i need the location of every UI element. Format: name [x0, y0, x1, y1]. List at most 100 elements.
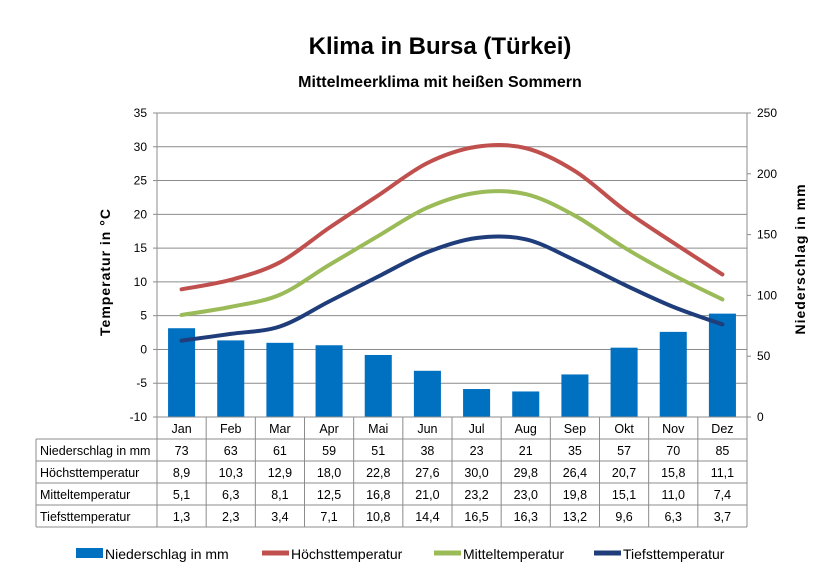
left-tick-label: 15 — [134, 241, 148, 255]
table-cell: 57 — [617, 444, 631, 458]
table-cell: 22,8 — [366, 466, 390, 480]
table-cell: 21,0 — [415, 488, 439, 502]
precipitation-bar — [266, 342, 294, 417]
precipitation-bar — [364, 354, 392, 417]
left-tick-label: -5 — [136, 376, 147, 390]
line-mitteltemperatur — [179, 189, 725, 317]
right-tick-label: 0 — [757, 410, 764, 424]
table-month-apr: Apr — [319, 422, 338, 436]
data-table: Jan Feb Mar Apr Mai Jun Jul Aug Sep Okt Nov Dez Nied… — [35, 416, 748, 528]
table-cell: 23 — [470, 444, 484, 458]
table-row-label: Tiefsttemperatur — [40, 510, 131, 524]
left-tick-label: 0 — [140, 342, 147, 356]
precipitation-bar — [413, 370, 441, 417]
precipitation-bar — [463, 389, 491, 417]
table-month-aug: Aug — [515, 422, 537, 436]
table-month-sep: Sep — [564, 422, 586, 436]
table-month-mai: Mai — [368, 422, 388, 436]
table-cell: 1,3 — [173, 510, 190, 524]
table-cell: 19,8 — [563, 488, 587, 502]
precipitation-bar — [610, 347, 638, 417]
table-cell: 35 — [568, 444, 582, 458]
left-axis-label: Temperatur in °C — [97, 208, 113, 336]
table-cell: 61 — [273, 444, 287, 458]
table-row-label: Niederschlag in mm — [40, 444, 150, 458]
table-cell: 7,1 — [320, 510, 337, 524]
table-row-label: Mitteltemperatur — [40, 488, 130, 502]
precipitation-bar — [708, 313, 736, 417]
chart-title: Klima in Bursa (Türkei) — [309, 33, 572, 60]
table-cell: 18,0 — [317, 466, 341, 480]
table-cell: 26,4 — [563, 466, 587, 480]
precipitation-bar — [659, 331, 687, 417]
table-month-okt: Okt — [614, 422, 634, 436]
table-cell: 10,8 — [366, 510, 390, 524]
table-cell: 11,0 — [662, 488, 685, 502]
table-cell: 63 — [224, 444, 238, 458]
precipitation-bar — [512, 391, 540, 417]
legend-label: Mitteltemperatur — [463, 546, 564, 562]
table-month-dez: Dez — [711, 422, 733, 436]
table-cell: 12,9 — [268, 466, 292, 480]
table-cell: 23,0 — [514, 488, 538, 502]
right-tick-label: 100 — [757, 288, 777, 302]
right-tick-label: 50 — [757, 349, 771, 363]
line-höchsttemperatur — [179, 143, 725, 292]
axes: -10 -5 0 5 10 15 20 25 30 35 0 50 100 150 200 250 — [130, 106, 778, 424]
table-cell: 8,9 — [173, 466, 190, 480]
table-cell: 73 — [175, 444, 189, 458]
table-cell: 3,7 — [714, 510, 731, 524]
table-cell: 10,3 — [219, 466, 243, 480]
table-cell: 9,6 — [615, 510, 632, 524]
table-cell: 21 — [519, 444, 533, 458]
table-cell: 85 — [715, 444, 729, 458]
left-tick-label: 25 — [134, 174, 148, 188]
line-tiefsttemperatur — [179, 234, 725, 343]
table-cell: 6,3 — [222, 488, 239, 502]
precipitation-bars — [168, 313, 736, 417]
precipitation-bar — [168, 328, 196, 417]
table-cell: 5,1 — [173, 488, 190, 502]
legend-label: Höchsttemperatur — [291, 546, 403, 562]
table-cell: 7,4 — [714, 488, 731, 502]
table-cell: 3,4 — [271, 510, 288, 524]
left-tick-label: 5 — [140, 309, 147, 323]
right-tick-label: 250 — [757, 106, 777, 120]
table-cell: 15,1 — [612, 488, 636, 502]
precipitation-bar — [561, 374, 589, 417]
temperature-lines — [179, 143, 725, 343]
precipitation-bar — [217, 340, 245, 417]
table-cell: 12,5 — [317, 488, 341, 502]
left-tick-label: 30 — [134, 140, 148, 154]
table-month-jun: Jun — [417, 422, 437, 436]
table-month-jul: Jul — [469, 422, 485, 436]
left-tick-label: 35 — [134, 106, 148, 120]
legend-label: Niederschlag in mm — [105, 546, 229, 562]
left-tick-label: 10 — [134, 275, 148, 289]
table-month-jan: Jan — [172, 422, 192, 436]
table-cell: 29,8 — [514, 466, 538, 480]
table-cell: 16,5 — [464, 510, 488, 524]
table-row-label: Höchsttemperatur — [40, 466, 139, 480]
legend-label: Tiefsttemperatur — [623, 546, 725, 562]
chart-subtitle: Mittelmeerklima mit heißen Sommern — [298, 74, 582, 91]
table-cell: 8,1 — [271, 488, 288, 502]
table-cell: 14,4 — [415, 510, 439, 524]
table-cell: 13,2 — [563, 510, 587, 524]
table-cell: 70 — [666, 444, 680, 458]
gridlines — [157, 112, 747, 418]
table-cell: 15,8 — [661, 466, 685, 480]
table-cell: 2,3 — [222, 510, 239, 524]
right-tick-label: 150 — [757, 228, 777, 242]
table-cell: 16,3 — [514, 510, 538, 524]
table-cell: 59 — [322, 444, 336, 458]
table-cell: 11,1 — [711, 466, 734, 480]
table-cell: 20,7 — [612, 466, 636, 480]
table-month-nov: Nov — [662, 422, 685, 436]
table-cell: 51 — [371, 444, 385, 458]
table-cell: 30,0 — [464, 466, 488, 480]
left-tick-label: 20 — [134, 207, 148, 221]
table-cell: 27,6 — [415, 466, 439, 480]
table-month-mar: Mar — [269, 422, 291, 436]
